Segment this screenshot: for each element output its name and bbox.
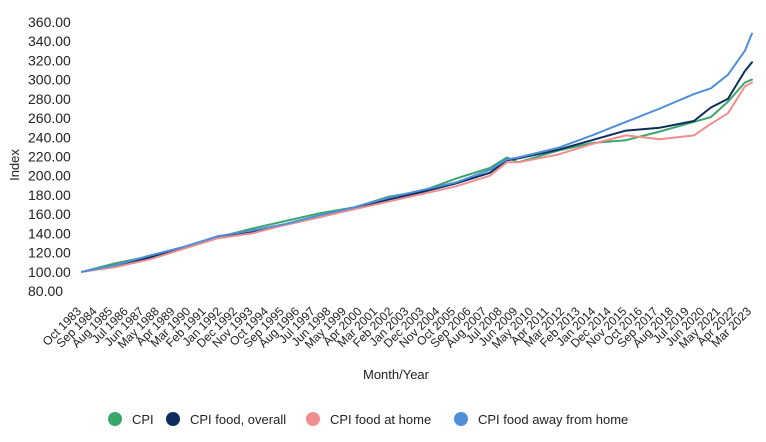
y-tick-label: 320.00 bbox=[28, 52, 71, 68]
x-axis-label: Month/Year bbox=[363, 367, 430, 382]
y-tick-label: 220.00 bbox=[28, 149, 71, 165]
y-tick-label: 120.00 bbox=[28, 245, 71, 261]
legend-marker-2 bbox=[306, 412, 320, 426]
y-tick-label: 300.00 bbox=[28, 72, 71, 88]
y-axis-ticks: 80.00 100.00 120.00 140.00 160.00 180.00 200.0… bbox=[28, 14, 71, 299]
y-tick-label: 260.00 bbox=[28, 110, 71, 126]
y-tick-label: 180.00 bbox=[28, 187, 71, 203]
y-tick-label: 200.00 bbox=[28, 168, 71, 184]
series-line-1 bbox=[81, 61, 753, 273]
y-tick-label: 140.00 bbox=[28, 225, 71, 241]
legend-marker-0 bbox=[108, 412, 122, 426]
y-tick-label: 240.00 bbox=[28, 129, 71, 145]
legend-marker-3 bbox=[454, 412, 468, 426]
legend-label-2: CPI food at home bbox=[330, 412, 431, 427]
legend-label-0: CPI bbox=[132, 412, 154, 427]
y-tick-label: 100.00 bbox=[28, 264, 71, 280]
y-tick-label: 80.00 bbox=[28, 283, 63, 299]
legend: CPI CPI food, overall CPI food at home CPI … bbox=[108, 412, 628, 427]
y-tick-label: 360.00 bbox=[28, 14, 71, 30]
y-axis-label: Index bbox=[7, 149, 22, 181]
series-line-2 bbox=[81, 81, 753, 273]
y-tick-label: 160.00 bbox=[28, 206, 71, 222]
legend-label-1: CPI food, overall bbox=[190, 412, 286, 427]
y-tick-label: 340.00 bbox=[28, 33, 71, 49]
series-lines bbox=[81, 32, 753, 273]
legend-marker-1 bbox=[166, 412, 180, 426]
series-line-0 bbox=[81, 78, 753, 273]
y-tick-label: 280.00 bbox=[28, 91, 71, 107]
series-line-3 bbox=[81, 32, 753, 273]
legend-label-3: CPI food away from home bbox=[478, 412, 628, 427]
